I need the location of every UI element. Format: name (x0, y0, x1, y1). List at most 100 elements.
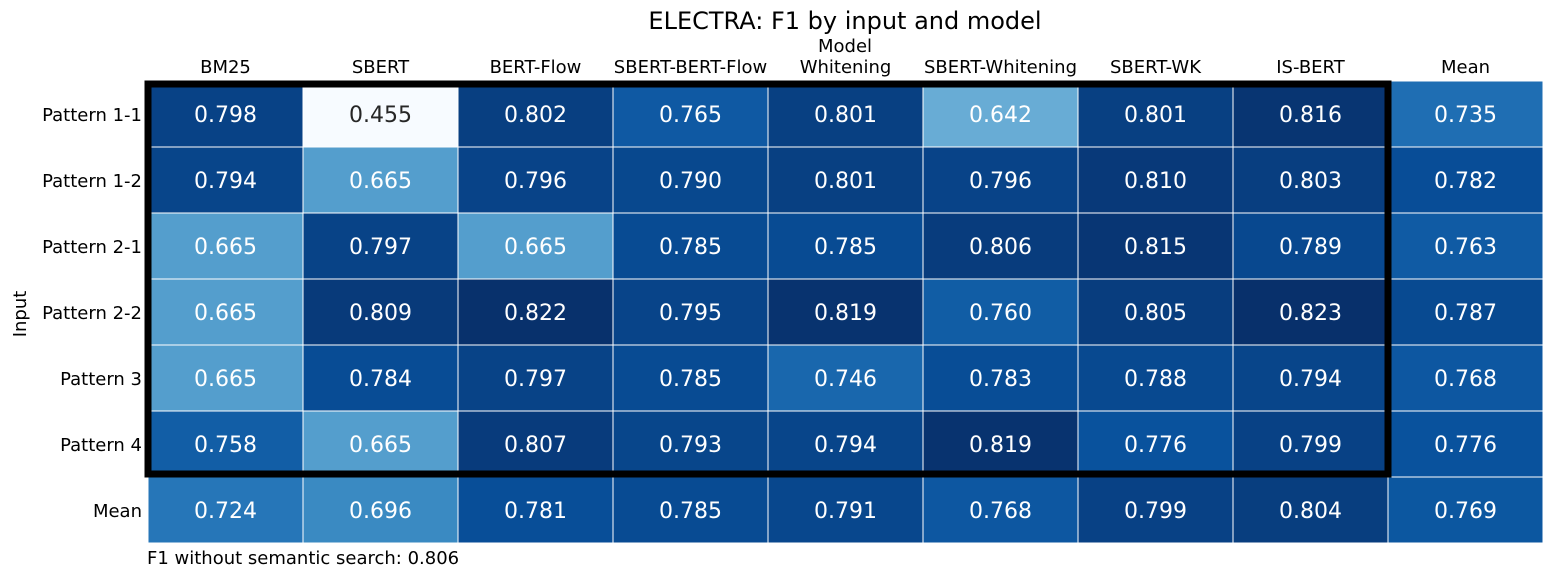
heatmap-cell (922, 344, 1079, 412)
cell-value-label: 0.804 (1279, 499, 1342, 524)
cell-value-label: 0.815 (1124, 235, 1187, 260)
cell-value-label: 0.794 (1279, 367, 1342, 392)
x-tick-label: SBERT (352, 57, 410, 78)
cell-value-label: 0.746 (814, 367, 877, 392)
cell-value-label: 0.776 (1124, 433, 1187, 458)
cell-value-label: 0.797 (349, 235, 412, 260)
cell-value-label: 0.785 (659, 235, 722, 260)
heatmap-cell (767, 476, 924, 544)
cell-value-label: 0.788 (1124, 367, 1187, 392)
heatmap-cell (612, 278, 769, 346)
heatmap-cell (1387, 278, 1544, 346)
cell-value-label: 0.781 (504, 499, 567, 524)
cell-value-label: 0.784 (349, 367, 412, 392)
cell-value-label: 0.795 (659, 301, 722, 326)
cell-value-label: 0.642 (969, 103, 1032, 128)
cell-value-label: 0.790 (659, 169, 722, 194)
cell-value-label: 0.787 (1434, 301, 1497, 326)
heatmap-cell (457, 212, 614, 280)
cell-value-label: 0.785 (814, 235, 877, 260)
cell-value-label: 0.796 (969, 169, 1032, 194)
heatmap-cell (457, 410, 614, 478)
cell-value-label: 0.793 (659, 433, 722, 458)
cell-value-label: 0.782 (1434, 169, 1497, 194)
cell-value-label: 0.803 (1279, 169, 1342, 194)
x-tick-label: Mean (1441, 57, 1490, 78)
heatmap-cell (302, 212, 459, 280)
cell-value-label: 0.801 (814, 103, 877, 128)
cell-value-label: 0.805 (1124, 301, 1187, 326)
heatmap-cell (1387, 410, 1544, 478)
heatmap-cell (302, 278, 459, 346)
heatmap-cell (147, 146, 304, 214)
cell-value-label: 0.769 (1434, 499, 1497, 524)
heatmap-cell (922, 476, 1079, 544)
highlight-box (144, 80, 1392, 478)
cell-value-label: 0.807 (504, 433, 567, 458)
cell-value-label: 0.789 (1279, 235, 1342, 260)
heatmap-cell (1077, 146, 1234, 214)
cell-value-label: 0.455 (349, 103, 412, 128)
heatmap-cell (302, 80, 459, 148)
y-axis-title: Input (10, 291, 31, 338)
cell-value-label: 0.665 (504, 235, 567, 260)
cell-value-label: 0.801 (1124, 103, 1187, 128)
cell-value-label: 0.823 (1279, 301, 1342, 326)
heatmap-cell (612, 344, 769, 412)
y-tick-label: Pattern 2-1 (42, 237, 142, 258)
heatmap-cell (1232, 410, 1389, 478)
cell-value-label: 0.760 (969, 301, 1032, 326)
heatmap-cell (457, 146, 614, 214)
cell-value-label: 0.768 (969, 499, 1032, 524)
heatmap-cell (1077, 476, 1234, 544)
cell-value-label: 0.665 (194, 367, 257, 392)
cell-value-label: 0.809 (349, 301, 412, 326)
heatmap-cell (922, 80, 1079, 148)
x-tick-label: SBERT-WK (1110, 57, 1202, 78)
heatmap-cell (147, 476, 304, 544)
heatmap-cell (1387, 476, 1544, 544)
heatmap-cell (1387, 344, 1544, 412)
heatmap-cell (612, 212, 769, 280)
heatmap-cell (1232, 80, 1389, 148)
cell-value-label: 0.724 (194, 499, 257, 524)
heatmap-cell (767, 80, 924, 148)
heatmap-cell (767, 212, 924, 280)
heatmap-cells (147, 80, 1544, 544)
cell-value-label: 0.798 (194, 103, 257, 128)
x-tick-label: Whitening (800, 57, 892, 78)
cell-value-label: 0.797 (504, 367, 567, 392)
cell-value-label: 0.819 (969, 433, 1032, 458)
y-tick-label: Pattern 4 (60, 435, 142, 456)
cell-value-label: 0.801 (814, 169, 877, 194)
x-tick-label: BERT-Flow (490, 57, 582, 78)
footnote: F1 without semantic search: 0.806 (147, 548, 460, 569)
y-tick-label: Pattern 2-2 (42, 303, 142, 324)
heatmap-cell (1387, 212, 1544, 280)
heatmap-cell (147, 344, 304, 412)
heatmap-cell (612, 410, 769, 478)
heatmap-cell (922, 146, 1079, 214)
cell-value-label: 0.735 (1434, 103, 1497, 128)
heatmap-cell (612, 80, 769, 148)
heatmap-cell (767, 146, 924, 214)
x-tick-labels: BM25 SBERT BERT-Flow SBERT-BERT-Flow Whiteni… (200, 57, 1490, 78)
cell-value-label: 0.799 (1124, 499, 1187, 524)
heatmap-cell (1232, 278, 1389, 346)
cell-value-label: 0.758 (194, 433, 257, 458)
cell-value-label: 0.768 (1434, 367, 1497, 392)
heatmap-cell (302, 410, 459, 478)
heatmap-cell (1232, 476, 1389, 544)
heatmap-cell (302, 344, 459, 412)
cell-value-label: 0.783 (969, 367, 1032, 392)
y-tick-label: Pattern 3 (60, 369, 142, 390)
y-tick-label: Mean (93, 501, 142, 522)
heatmap-cell-labels: 0.798 0.455 0.802 0.765 0.801 0.642 0.801 0.816… (194, 103, 1497, 524)
cell-value-label: 0.822 (504, 301, 567, 326)
cell-value-label: 0.802 (504, 103, 567, 128)
cell-value-label: 0.785 (659, 499, 722, 524)
cell-value-label: 0.785 (659, 367, 722, 392)
cell-value-label: 0.791 (814, 499, 877, 524)
cell-value-label: 0.763 (1434, 235, 1497, 260)
